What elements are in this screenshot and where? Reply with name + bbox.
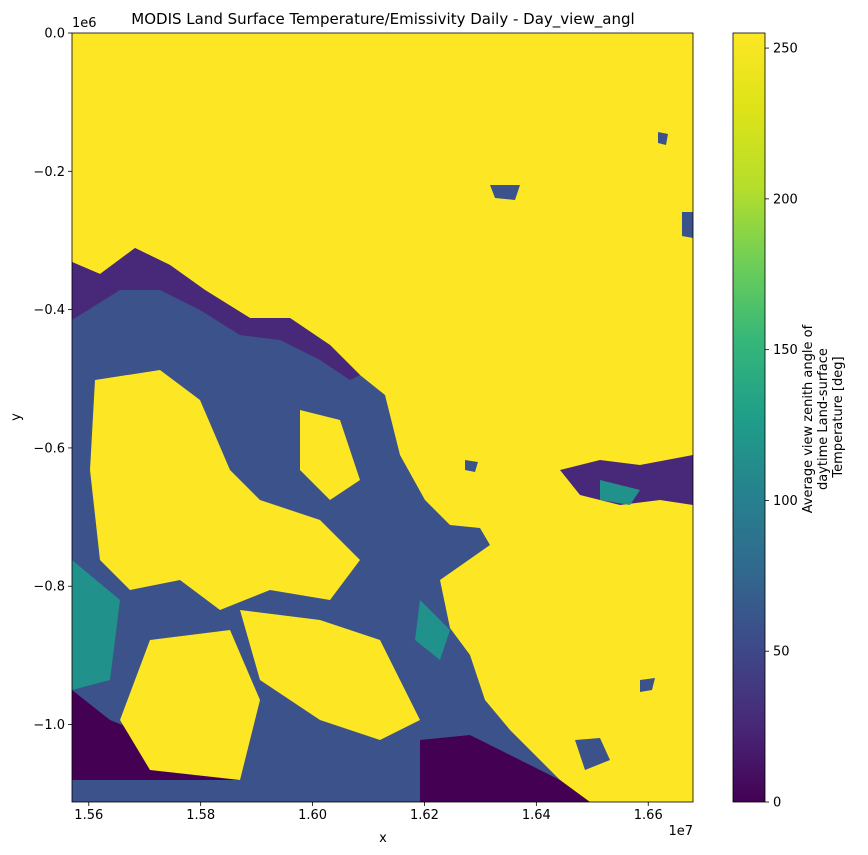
- plot-frame: [71, 32, 694, 803]
- y-tick-label: −0.6: [33, 441, 65, 456]
- x-tick-label: 1.66: [634, 808, 663, 823]
- colorbar-ticks: 0 50 100 150 200 250: [765, 42, 798, 811]
- x-tick-label: 1.64: [522, 808, 551, 823]
- heatmap-region-coast-dark: [72, 248, 360, 380]
- x-tick-label: 1.58: [186, 808, 215, 823]
- x-tick-label: 1.60: [298, 808, 327, 823]
- heatmap-island-3: [640, 678, 655, 692]
- heatmap-teal-patches: [72, 480, 640, 690]
- y-tick-label: 0.0: [44, 27, 65, 42]
- y-axis-offset-label: 1e6: [72, 16, 97, 31]
- colorbar-tick-label: 200: [773, 192, 798, 207]
- heatmap-teal-3: [600, 480, 640, 505]
- heatmap-region-east-edge: [682, 212, 693, 238]
- colorbar-tick-label: 150: [773, 343, 798, 358]
- colorbar-label-line-3: Temperature [deg]: [831, 356, 846, 478]
- x-tick-label: 1.56: [74, 808, 103, 823]
- heatmap-island-4: [575, 738, 610, 770]
- y-axis-ticks: 0.0 −0.2 −0.4 −0.6 −0.8 −1.0: [33, 27, 72, 733]
- colorbar: [732, 32, 766, 803]
- heatmap-patch-3: [120, 630, 260, 780]
- colorbar-label: Average view zenith angle of daytime Lan…: [801, 321, 846, 514]
- heatmap-islands: [465, 132, 668, 770]
- x-tick-label: 1.62: [410, 808, 439, 823]
- colorbar-tick-label: 100: [773, 494, 798, 509]
- colorbar-tick-label: 50: [773, 645, 790, 660]
- x-axis-ticks: 1.56 1.58 1.60 1.62 1.64 1.66: [74, 802, 663, 823]
- heatmap-island-2: [465, 460, 478, 472]
- plot-area: [72, 33, 693, 802]
- y-tick-label: −0.4: [33, 303, 65, 318]
- x-axis-offset-label: 1e7: [668, 824, 693, 839]
- heatmap-island-1: [490, 185, 520, 200]
- colorbar-label-line-2: daytime Land-surface: [816, 348, 831, 490]
- colorbar-label-line-1: Average view zenith angle of: [801, 324, 816, 513]
- colorbar-tick-label: 250: [773, 42, 798, 57]
- heatmap-patch-1: [90, 370, 360, 610]
- heatmap-region-east-strip: [560, 455, 693, 505]
- chart-title: MODIS Land Surface Temperature/Emissivit…: [131, 10, 634, 29]
- heatmap-region-south-dark: [72, 690, 240, 780]
- y-tick-label: −0.2: [33, 165, 65, 180]
- heatmap-teal-2: [415, 600, 450, 660]
- heatmap-island-5: [658, 132, 668, 145]
- heatmap-teal-1: [72, 560, 120, 690]
- heatmap-yellow-patches: [90, 370, 420, 780]
- y-tick-label: −0.8: [33, 580, 65, 595]
- heatmap-patch-4: [300, 410, 360, 500]
- heatmap-patch-2: [240, 610, 420, 740]
- y-tick-label: −1.0: [33, 718, 65, 733]
- y-axis-label: y: [9, 413, 24, 421]
- heatmap-region-south-east: [420, 735, 590, 802]
- x-axis-label: x: [379, 831, 387, 846]
- colorbar-tick-label: 0: [773, 796, 781, 811]
